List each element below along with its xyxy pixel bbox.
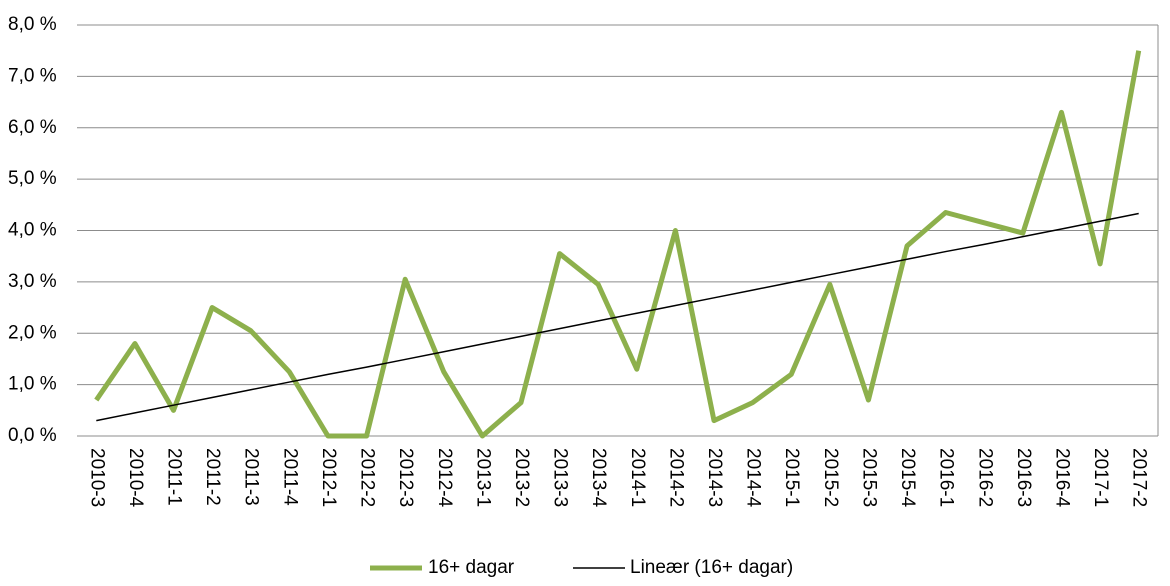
x-tick-label: 2012-4: [434, 448, 455, 508]
x-tick-label: 2017-2: [1129, 448, 1150, 507]
legend-label: 16+ dagar: [428, 557, 515, 578]
x-tick-label: 2013-1: [472, 448, 493, 507]
series-line: [96, 212, 1139, 422]
y-tick-label: 1,0 %: [8, 374, 57, 395]
y-tick-label: 6,0 %: [8, 117, 57, 138]
y-tick-label: 8,0 %: [8, 14, 57, 35]
x-tick-label: 2011-4: [279, 448, 300, 506]
legend-label: Lineær (16+ dagar): [630, 557, 793, 578]
x-tick-label: 2014-1: [627, 448, 648, 507]
x-tick-label: 2012-1: [318, 448, 339, 507]
x-tick-label: 2016-1: [936, 448, 957, 507]
x-tick-label: 2012-2: [357, 448, 378, 507]
x-tick-label: 2013-4: [588, 448, 609, 508]
x-tick-label: 2010-3: [86, 448, 107, 507]
y-tick-label: 0,0 %: [8, 425, 57, 446]
x-tick-label: 2012-3: [395, 448, 416, 507]
x-tick-label: 2010-4: [125, 448, 146, 508]
x-tick-label: 2013-2: [511, 448, 532, 507]
x-tick-label: 2015-2: [820, 448, 841, 507]
y-tick-label: 3,0 %: [8, 271, 57, 292]
x-tick-label: 2013-3: [550, 448, 571, 507]
y-tick-label: 2,0 %: [8, 322, 57, 343]
series-line: [94, 50, 1142, 439]
x-tick-label: 2015-3: [858, 448, 879, 507]
x-tick-label: 2011-3: [241, 448, 262, 506]
y-tick-label: 4,0 %: [8, 220, 57, 241]
x-tick-label: 2014-4: [743, 448, 764, 508]
x-tick-label: 2014-2: [665, 448, 686, 507]
x-tick-label: 2016-3: [1013, 448, 1034, 507]
x-tick-label: 2016-2: [974, 448, 995, 507]
x-tick-label: 2015-1: [781, 448, 802, 507]
x-tick-label: 2017-1: [1090, 448, 1111, 507]
x-tick-label: 2011-1: [164, 448, 185, 506]
x-tick-label: 2011-2: [202, 448, 223, 506]
x-tick-label: 2015-4: [897, 448, 918, 508]
y-tick-label: 7,0 %: [8, 65, 57, 86]
y-tick-label: 5,0 %: [8, 168, 57, 189]
x-tick-label: 2016-4: [1051, 448, 1072, 508]
x-tick-label: 2014-3: [704, 448, 725, 507]
